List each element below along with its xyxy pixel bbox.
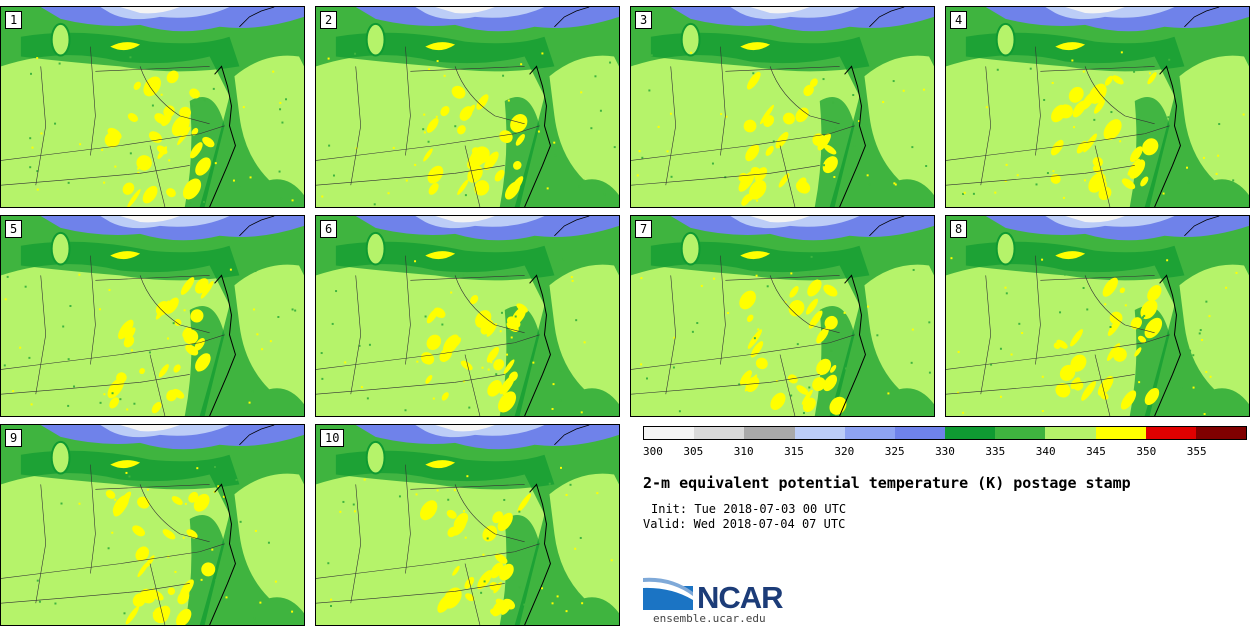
colorbar-tick-label: 305 [683,445,704,458]
member-label: 9 [5,429,23,447]
init-time: Init: Tue 2018-07-03 00 UTC [651,502,847,516]
valid-time: Valid: Wed 2018-07-04 07 UTC [643,517,846,531]
postage-stamp-panel: 8 [945,215,1250,417]
colorbar-segment [1145,427,1196,439]
site-url: ensemble.ucar.edu [653,612,766,625]
postage-stamp-panel: 1 [0,6,305,208]
member-label: 5 [5,220,23,238]
member-label: 4 [950,11,968,29]
postage-stamp-panel: 6 [315,215,620,417]
colorbar-segment [844,427,895,439]
colorbar-segment [995,427,1046,439]
colorbar-tick-label: 355 [1186,445,1207,458]
member-label: 10 [320,429,345,447]
figure-title: 2-m equivalent potential temperature (K)… [643,474,1131,492]
member-label: 8 [950,220,968,238]
colorbar-segment [744,427,795,439]
postage-stamp-panel: 3 [630,6,935,208]
colorbar [643,426,1247,440]
postage-stamp-panel: 7 [630,215,935,417]
postage-stamp-panel: 2 [315,6,620,208]
colorbar-segment [894,427,946,439]
ncar-logo-text: NCAR [697,580,784,615]
colorbar-segment [794,427,845,439]
colorbar-segment [945,427,996,439]
colorbar-tick-label: 350 [1136,445,1157,458]
member-label: 1 [5,11,23,29]
colorbar-segment [644,427,695,439]
colorbar-tick-label: 300 [643,445,663,458]
colorbar-segment [1195,427,1247,439]
colorbar-tick-label: 340 [1035,445,1056,458]
postage-stamp-panel: 9 [0,424,305,626]
postage-stamp-panel: 5 [0,215,305,417]
colorbar-segment [1045,427,1096,439]
colorbar-segment [1095,427,1146,439]
colorbar-segment [694,427,745,439]
postage-stamp-panel: 4 [945,6,1250,208]
member-label: 6 [320,220,338,238]
colorbar-tick-label: 315 [784,445,804,458]
colorbar-ticks: 300 305 310 315 320 325 330 335 340 345 350 355 [643,445,1247,459]
member-label: 2 [320,11,338,29]
member-label: 3 [635,11,653,29]
colorbar-tick-label: 345 [1086,445,1106,458]
colorbar-tick-label: 325 [884,445,905,458]
postage-stamp-panel: 10 [315,424,620,626]
member-label: 7 [635,220,653,238]
colorbar-tick-label: 310 [733,445,754,458]
colorbar-tick-label: 330 [935,445,955,458]
colorbar-tick-label: 320 [834,445,855,458]
colorbar-tick-label: 335 [985,445,1006,458]
ncar-swoosh-icon [643,577,693,610]
